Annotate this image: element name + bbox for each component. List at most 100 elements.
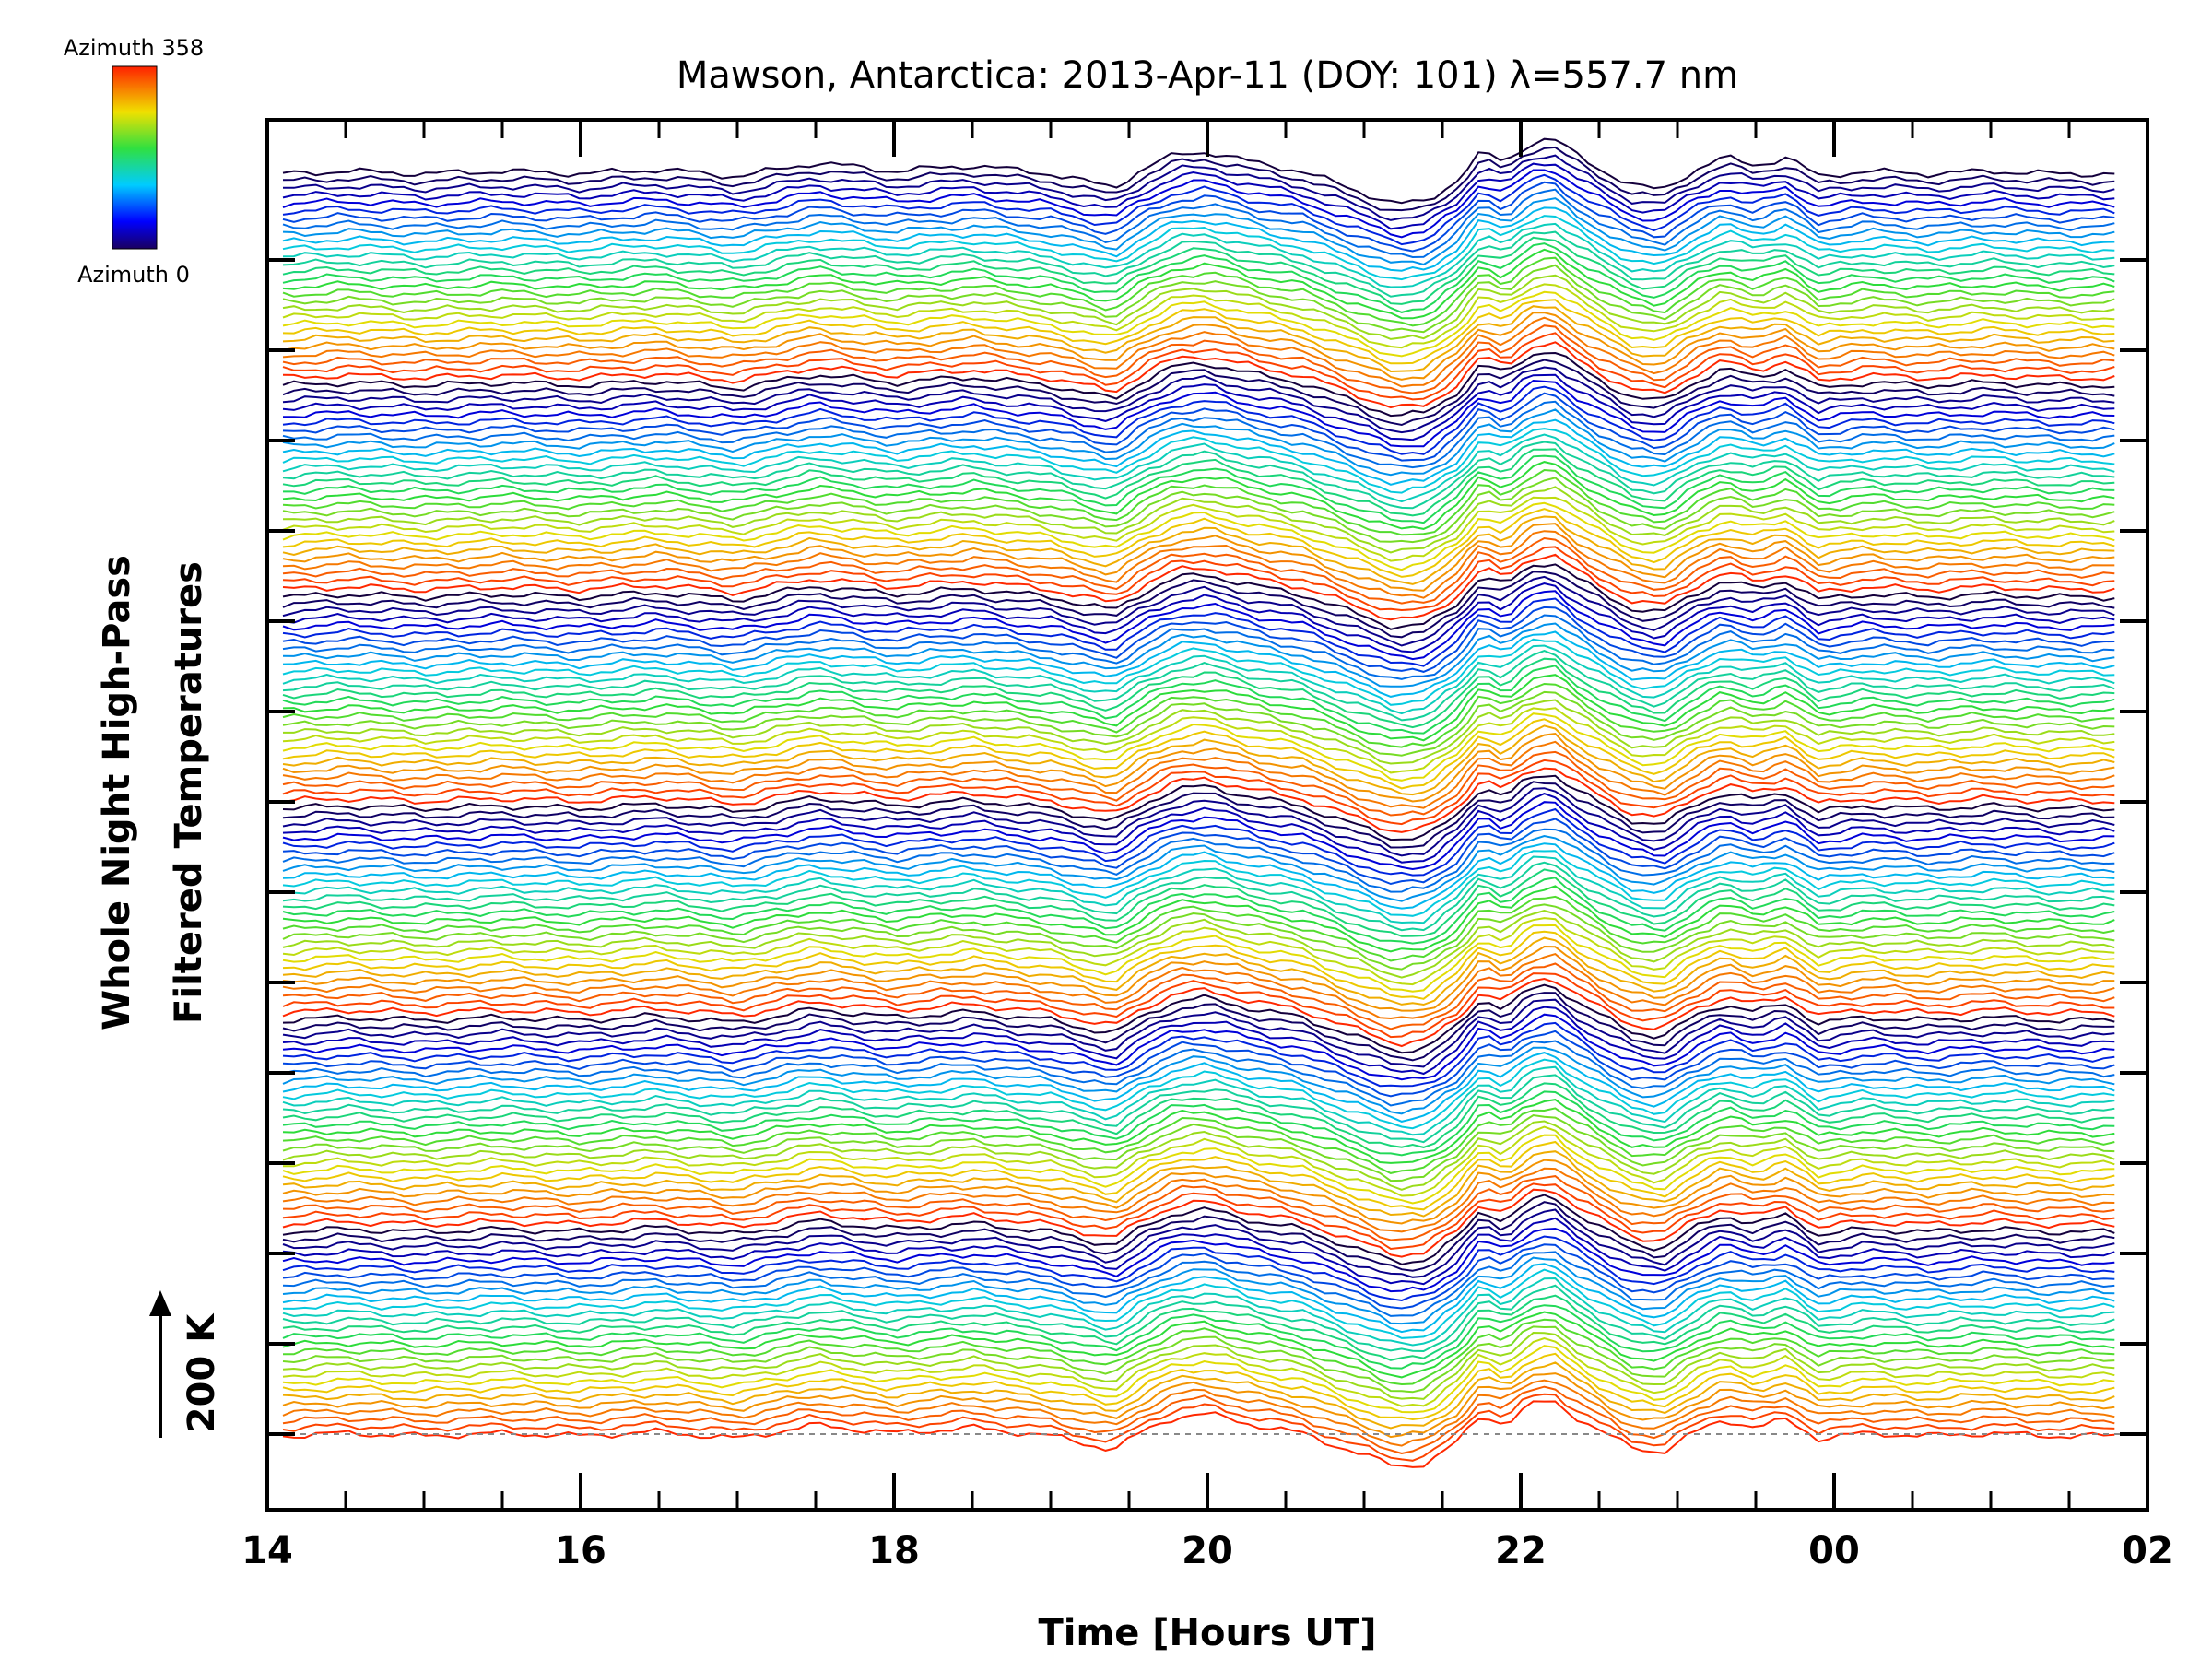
series-line-154 — [282, 236, 2115, 305]
series-line-1 — [282, 1393, 2115, 1462]
series-line-52 — [282, 1006, 2115, 1076]
series-line-17 — [282, 1268, 2115, 1339]
series-line-73 — [282, 850, 2115, 917]
series-line-77 — [282, 818, 2115, 886]
series-line-3 — [282, 1379, 2115, 1447]
series-line-133 — [282, 392, 2115, 462]
series-line-8 — [282, 1337, 2115, 1407]
series-line-119 — [282, 501, 2115, 571]
series-line-112 — [282, 553, 2115, 621]
series-line-101 — [282, 638, 2115, 706]
series-line-65 — [282, 910, 2115, 979]
series-line-120 — [282, 496, 2115, 562]
series-line-162 — [282, 173, 2115, 246]
series-line-40 — [282, 1099, 2115, 1164]
series-line-64 — [282, 917, 2115, 986]
series-line-24 — [282, 1217, 2115, 1286]
series-line-22 — [282, 1235, 2115, 1302]
series-line-107 — [282, 590, 2115, 661]
series-line-36 — [282, 1125, 2115, 1197]
series-line-89 — [282, 724, 2115, 796]
series-line-94 — [282, 690, 2115, 757]
series-line-42 — [282, 1082, 2115, 1148]
series-line-114 — [282, 536, 2115, 605]
series-line-55 — [282, 983, 2115, 1054]
series-line-27 — [282, 1194, 2115, 1265]
series-line-78 — [282, 807, 2115, 877]
series-line-109 — [282, 575, 2115, 647]
series-line-95 — [282, 682, 2115, 748]
plot-frame — [265, 118, 2149, 1512]
series-line-135 — [282, 379, 2115, 448]
series-line-58 — [282, 962, 2115, 1030]
series-line-4 — [282, 1372, 2115, 1439]
series-line-7 — [282, 1345, 2115, 1414]
series-line-39 — [282, 1107, 2115, 1174]
series-line-117 — [282, 515, 2115, 585]
series-line-146 — [282, 299, 2115, 365]
x-axis-label: Time [Hours UT] — [1039, 1612, 1377, 1654]
series-line-159 — [282, 197, 2115, 266]
x-tick-label-14: 14 — [241, 1530, 293, 1572]
series-line-128 — [282, 433, 2115, 503]
x-tick-label-02: 02 — [2122, 1530, 2173, 1572]
series-line-156 — [282, 222, 2115, 288]
series-line-86 — [282, 750, 2115, 817]
series-line-130 — [282, 418, 2115, 486]
series-line-111 — [282, 563, 2115, 630]
series-line-74 — [282, 842, 2115, 910]
series-line-35 — [282, 1134, 2115, 1205]
series-line-38 — [282, 1113, 2115, 1182]
series-line-82 — [282, 781, 2115, 849]
series-line-34 — [282, 1140, 2115, 1211]
series-line-85 — [282, 759, 2115, 826]
series-line-131 — [282, 408, 2115, 477]
series-line-63 — [282, 924, 2115, 993]
series-line-144 — [282, 312, 2115, 381]
series-line-25 — [282, 1208, 2115, 1278]
x-tick-label-16: 16 — [555, 1530, 606, 1572]
series-line-91 — [282, 712, 2115, 782]
colorbar-top-label: Azimuth 358 — [64, 35, 204, 61]
series-line-138 — [282, 359, 2115, 427]
series-line-145 — [282, 305, 2115, 373]
x-tick-label-00: 00 — [1808, 1530, 1860, 1572]
series-line-129 — [282, 428, 2115, 494]
series-line-126 — [282, 448, 2115, 517]
series-line-80 — [282, 793, 2115, 864]
series-line-99 — [282, 650, 2115, 722]
series-line-50 — [282, 1021, 2115, 1088]
series-line-67 — [282, 895, 2115, 962]
series-line-20 — [282, 1251, 2115, 1317]
series-line-70 — [282, 868, 2115, 937]
series-line-108 — [282, 582, 2115, 653]
series-line-155 — [282, 230, 2115, 298]
colorbar-gradient — [112, 65, 158, 250]
series-line-72 — [282, 855, 2115, 924]
series-line-79 — [282, 801, 2115, 871]
series-line-14 — [282, 1294, 2115, 1361]
series-line-30 — [282, 1175, 2115, 1241]
series-line-122 — [282, 477, 2115, 544]
series-line-121 — [282, 486, 2115, 554]
x-tick-label-20: 20 — [1182, 1530, 1233, 1572]
series-line-97 — [282, 665, 2115, 735]
series-line-59 — [282, 952, 2115, 1020]
series-line-137 — [282, 366, 2115, 434]
series-line-66 — [282, 903, 2115, 971]
series-line-110 — [282, 571, 2115, 639]
series-line-13 — [282, 1304, 2115, 1370]
series-line-32 — [282, 1159, 2115, 1225]
series-line-134 — [282, 385, 2115, 455]
series-line-102 — [282, 630, 2115, 698]
chart-title: Mawson, Antarctica: 2013-Apr-11 (DOY: 10… — [677, 54, 1738, 97]
series-line-140 — [282, 341, 2115, 409]
series-line-141 — [282, 332, 2115, 401]
series-line-18 — [282, 1263, 2115, 1334]
x-tick-labels: 14 16 18 20 22 00 02 — [241, 1530, 2173, 1572]
series-line-164 — [282, 162, 2115, 230]
series-line-147 — [282, 290, 2115, 358]
series-line-98 — [282, 657, 2115, 729]
series-line-10 — [282, 1325, 2115, 1394]
series-line-81 — [282, 787, 2115, 857]
